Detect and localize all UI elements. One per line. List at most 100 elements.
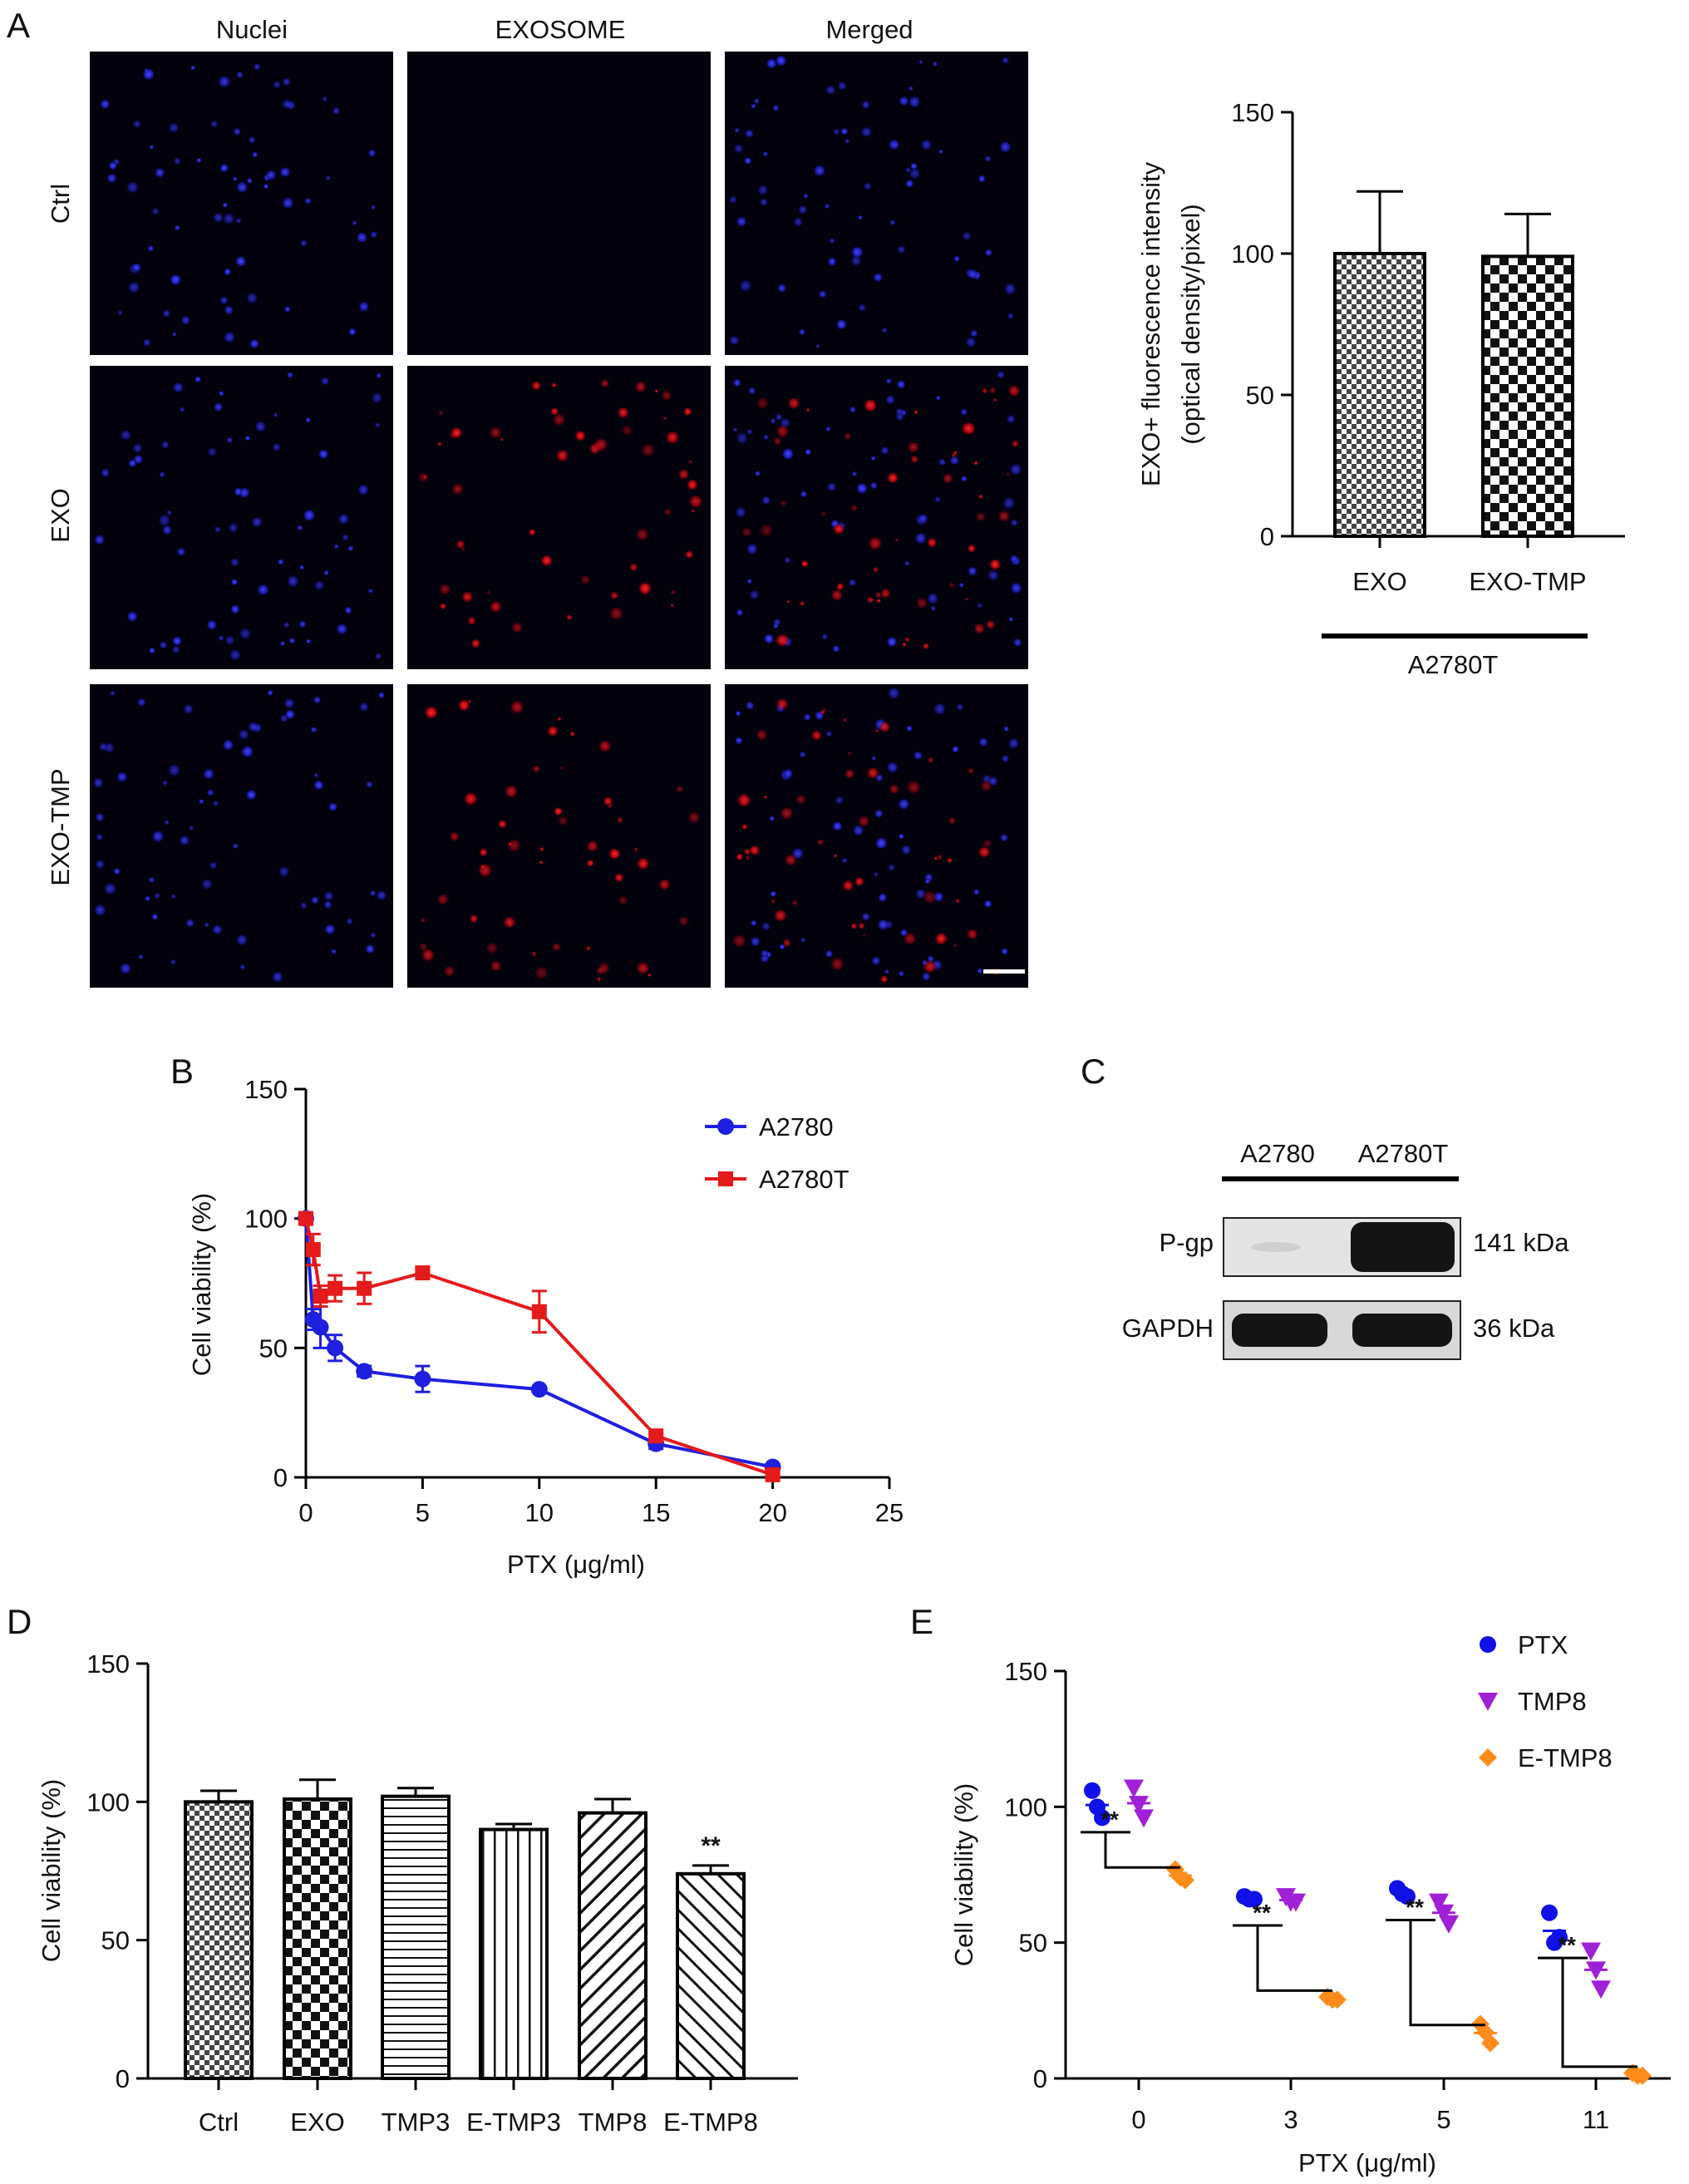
- nucleus-dot: [167, 763, 181, 777]
- exosome-dot: [928, 757, 934, 764]
- exosome-dot: [586, 859, 594, 867]
- nucleus-dot: [148, 876, 155, 884]
- nucleus-dot: [347, 545, 354, 552]
- d-bar: [479, 1827, 549, 2081]
- blot-gapdh: [1223, 1300, 1461, 1360]
- nucleus-dot: [282, 76, 292, 86]
- e-legend-marker: [1479, 1748, 1497, 1767]
- panel-d-letter: D: [7, 1602, 32, 1641]
- nucleus-dot: [222, 202, 229, 209]
- e-y-tick-label: 0: [1033, 2064, 1047, 2093]
- nucleus-dot: [103, 882, 117, 895]
- exosome-dot: [857, 815, 870, 828]
- nucleus-dot: [962, 231, 972, 241]
- b-x-tick-label: 0: [298, 1498, 313, 1527]
- nucleus-dot: [938, 458, 947, 466]
- e-point: [1633, 2066, 1652, 2085]
- nucleus-dot: [365, 944, 376, 954]
- nucleus-dot: [273, 80, 282, 89]
- exosome-dot: [830, 589, 844, 602]
- nucleus-dot: [352, 219, 357, 226]
- exosome-dot: [439, 602, 447, 610]
- exosome-dot: [922, 642, 930, 650]
- exosome-dot: [503, 915, 516, 929]
- nucleus-dot: [761, 921, 771, 931]
- nucleus-dot: [756, 184, 769, 196]
- nucleus-dot: [185, 918, 195, 928]
- nucleus-dot: [871, 755, 877, 762]
- nucleus-dot: [226, 436, 234, 444]
- exosome-dot: [847, 751, 853, 757]
- exosome-dot: [820, 709, 825, 715]
- nucleus-dot: [906, 725, 913, 732]
- exosome-dot: [820, 510, 827, 517]
- e-point: [1176, 1871, 1194, 1890]
- e-significance-bracket: [1233, 1924, 1332, 1992]
- exosome-dot: [907, 441, 920, 454]
- nucleus-dot: [793, 217, 804, 228]
- exosome-dot: [469, 914, 479, 924]
- nucleus-dot: [896, 244, 906, 254]
- e-point: [1124, 1779, 1144, 1798]
- nucleus-dot: [935, 395, 942, 401]
- nucleus-dot: [956, 703, 964, 711]
- b-y-tick-label: 100: [244, 1205, 288, 1234]
- nucleus-dot: [885, 377, 892, 385]
- nucleus-dot: [977, 968, 983, 974]
- nucleus-dot: [781, 447, 795, 461]
- e-point: [1246, 1891, 1263, 1908]
- scale-bar: [983, 969, 1025, 974]
- exosome-dot: [608, 606, 624, 621]
- exosome-dot: [421, 948, 436, 963]
- nucleus-dot: [365, 781, 373, 789]
- exosome-dot: [947, 857, 953, 864]
- nucleus-dot: [818, 289, 828, 299]
- nucleus-dot: [253, 62, 261, 71]
- nucleus-dot: [840, 127, 849, 136]
- nucleus-dot: [770, 890, 777, 898]
- exosome-dot: [906, 780, 922, 795]
- e-significance: **: [1253, 1900, 1271, 1925]
- exosome-dot: [508, 841, 513, 846]
- nucleus-dot: [283, 698, 295, 709]
- exosome-dot: [842, 717, 848, 722]
- nucleus-dot: [209, 860, 218, 870]
- exosome-dot: [982, 387, 988, 394]
- exosome-dot: [686, 478, 698, 491]
- nucleus-dot: [272, 442, 281, 452]
- nucleus-dot: [164, 819, 170, 826]
- exosome-dot: [574, 430, 587, 442]
- nucleus-dot: [1001, 947, 1009, 956]
- nucleus-dot: [357, 484, 370, 496]
- nucleus-dot: [179, 835, 190, 846]
- nucleus-dot: [235, 180, 249, 194]
- exosome-dot: [559, 766, 564, 771]
- nucleus-dot: [170, 959, 177, 965]
- nucleus-dot: [249, 338, 260, 349]
- exosome-dot: [450, 426, 463, 440]
- nucleus-dot: [918, 59, 923, 65]
- exosome-dot: [555, 448, 569, 463]
- exosome-dot: [975, 511, 987, 522]
- nucleus-dot: [852, 824, 864, 836]
- e-legend-marker: [1478, 1693, 1498, 1711]
- nucleus-dot: [825, 426, 832, 432]
- d-y-tick-label: 50: [101, 1926, 130, 1955]
- exosome-dot: [830, 956, 845, 972]
- blot-size-pgp: 141 kDa: [1473, 1228, 1569, 1257]
- exosome-dot: [467, 699, 472, 703]
- panel-e-letter: E: [910, 1602, 933, 1641]
- nucleus-dot: [738, 279, 752, 293]
- b-point: [357, 1280, 372, 1296]
- nucleus-dot: [761, 495, 771, 505]
- nucleus-dot: [235, 217, 242, 224]
- exosome-dot: [500, 437, 505, 441]
- a-x-tick-label: EXO-TMP: [1469, 567, 1586, 596]
- nucleus-dot: [889, 219, 896, 226]
- nucleus-dot: [200, 878, 214, 890]
- exosome-dot: [424, 705, 439, 720]
- nucleus-dot: [1010, 581, 1023, 595]
- exosome-dot: [795, 794, 806, 806]
- nucleus-dot: [120, 429, 132, 441]
- exosome-dot: [466, 615, 477, 626]
